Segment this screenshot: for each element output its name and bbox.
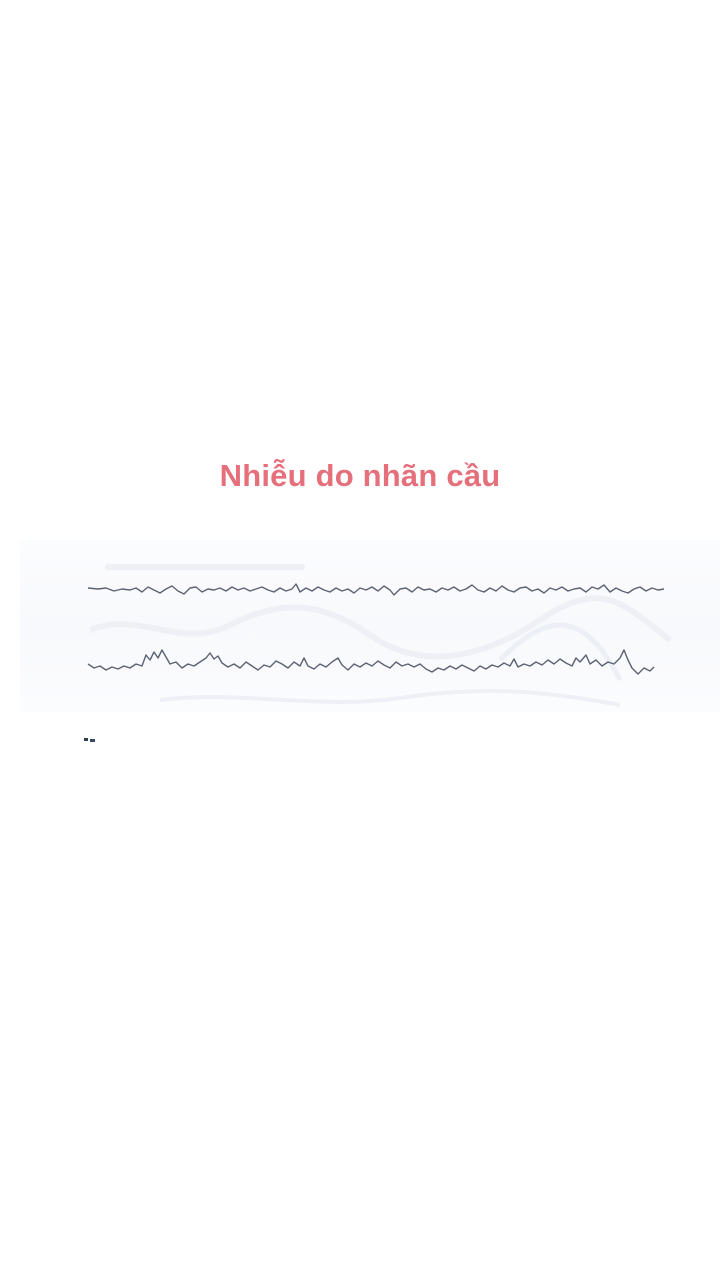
eeg-trace-upper bbox=[87, 583, 665, 596]
background-scan-noise-2 bbox=[159, 688, 621, 707]
eeg-trace-lower bbox=[87, 649, 655, 675]
eeg-recording-image bbox=[20, 540, 720, 712]
eeg-traces bbox=[87, 564, 672, 707]
scan-artifact-mark bbox=[84, 738, 95, 742]
faded-header-text bbox=[105, 564, 305, 570]
background-scan-noise bbox=[88, 595, 672, 660]
background-scan-noise-3 bbox=[498, 622, 623, 682]
page-title: Nhiễu do nhãn cầu bbox=[219, 458, 501, 493]
